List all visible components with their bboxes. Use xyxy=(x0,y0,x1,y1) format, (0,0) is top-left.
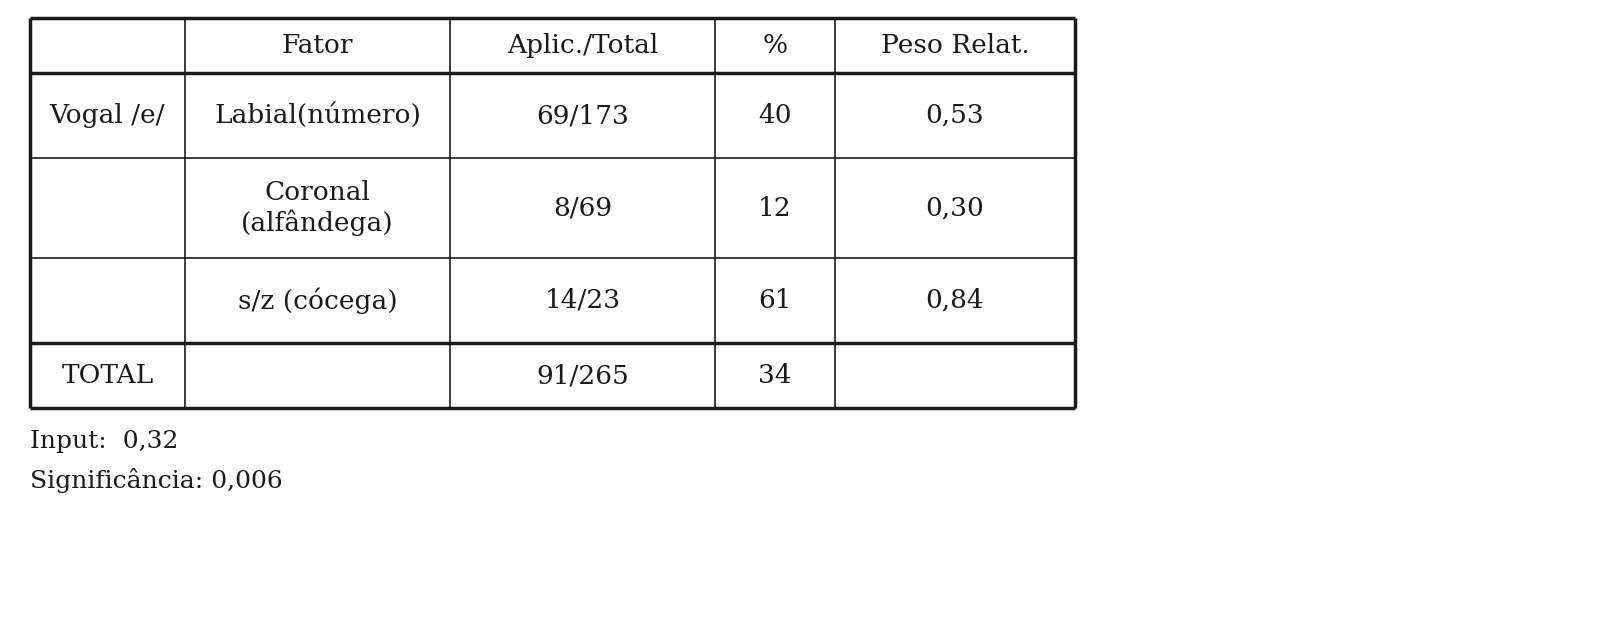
Text: 40: 40 xyxy=(758,103,792,128)
Text: 34: 34 xyxy=(758,363,792,388)
Text: Peso Relat.: Peso Relat. xyxy=(880,33,1030,58)
Text: Coronal
(alfândega): Coronal (alfândega) xyxy=(241,180,394,236)
Text: 0,53: 0,53 xyxy=(925,103,985,128)
Text: 69/173: 69/173 xyxy=(536,103,629,128)
Text: 0,30: 0,30 xyxy=(925,195,985,221)
Text: Significância: 0,006: Significância: 0,006 xyxy=(31,468,283,493)
Text: 0,84: 0,84 xyxy=(925,288,985,313)
Text: 8/69: 8/69 xyxy=(553,195,611,221)
Text: TOTAL: TOTAL xyxy=(61,363,153,388)
Text: Aplic./Total: Aplic./Total xyxy=(507,33,658,58)
Text: 14/23: 14/23 xyxy=(544,288,621,313)
Text: Fator: Fator xyxy=(282,33,354,58)
Text: 61: 61 xyxy=(758,288,792,313)
Text: 12: 12 xyxy=(758,195,792,221)
Text: Labial(número): Labial(número) xyxy=(214,103,422,128)
Text: Input:  0,32: Input: 0,32 xyxy=(31,430,179,453)
Text: Vogal /e/: Vogal /e/ xyxy=(50,103,166,128)
Text: 91/265: 91/265 xyxy=(536,363,629,388)
Text: %: % xyxy=(763,33,787,58)
Text: s/z (cócega): s/z (cócega) xyxy=(238,287,397,314)
